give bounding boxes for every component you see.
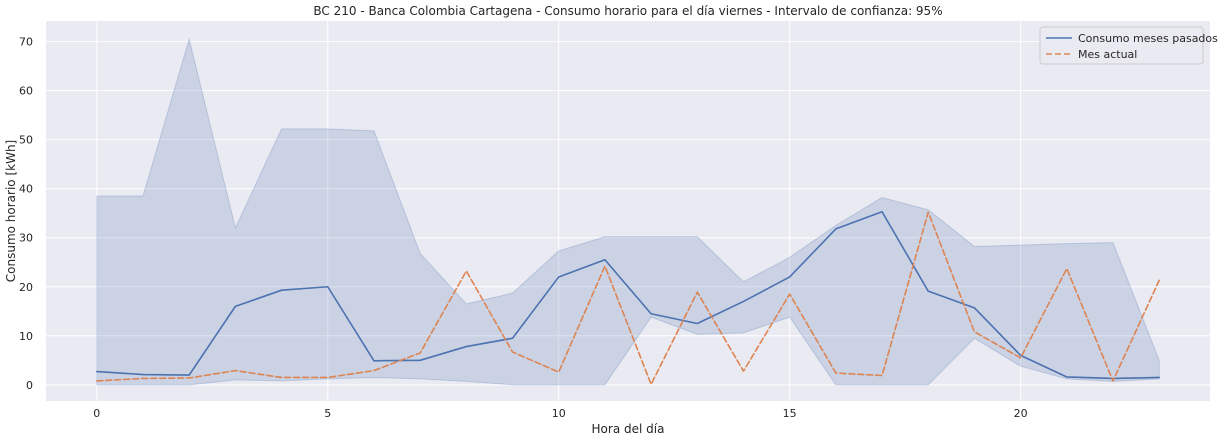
series-line-0: [96, 210, 1160, 380]
legend-label-consumo-meses-pasados: Consumo meses pasados: [1078, 32, 1218, 45]
y-tick-label: 20: [19, 281, 33, 294]
legend-label-mes-actual: Mes actual: [1078, 48, 1137, 61]
y-tick-label: 0: [26, 379, 33, 392]
legend-box: [1039, 26, 1204, 65]
x-tick-label: 5: [324, 407, 331, 420]
y-tick-label: 60: [19, 85, 33, 98]
x-tick-label: 10: [552, 407, 566, 420]
x-axis-label: Hora del día: [592, 422, 665, 436]
grid: [46, 21, 1210, 401]
series-lines: [96, 210, 1160, 386]
plot-background: [46, 21, 1210, 401]
y-axis-label: Consumo horario [kWh]: [4, 140, 18, 282]
y-tick-labels: 0 10 20 30 40 50 60 70: [19, 36, 33, 392]
x-tick-label: 0: [93, 407, 100, 420]
series-line-1: [96, 211, 1160, 386]
confidence-interval-area: [96, 37, 1160, 386]
y-tick-label: 70: [19, 36, 33, 49]
chart-title: BC 210 - Banca Colombia Cartagena - Cons…: [313, 4, 942, 18]
x-tick-label: 15: [783, 407, 797, 420]
y-tick-label: 40: [19, 183, 33, 196]
y-tick-label: 10: [19, 330, 33, 343]
x-tick-labels: 0 5 10 15 20: [93, 407, 1027, 420]
x-tick-label: 20: [1014, 407, 1028, 420]
confidence-band: [96, 37, 1160, 386]
legend: Consumo meses pasados Mes actual: [1039, 26, 1218, 65]
y-tick-label: 50: [19, 134, 33, 147]
y-tick-label: 30: [19, 232, 33, 245]
